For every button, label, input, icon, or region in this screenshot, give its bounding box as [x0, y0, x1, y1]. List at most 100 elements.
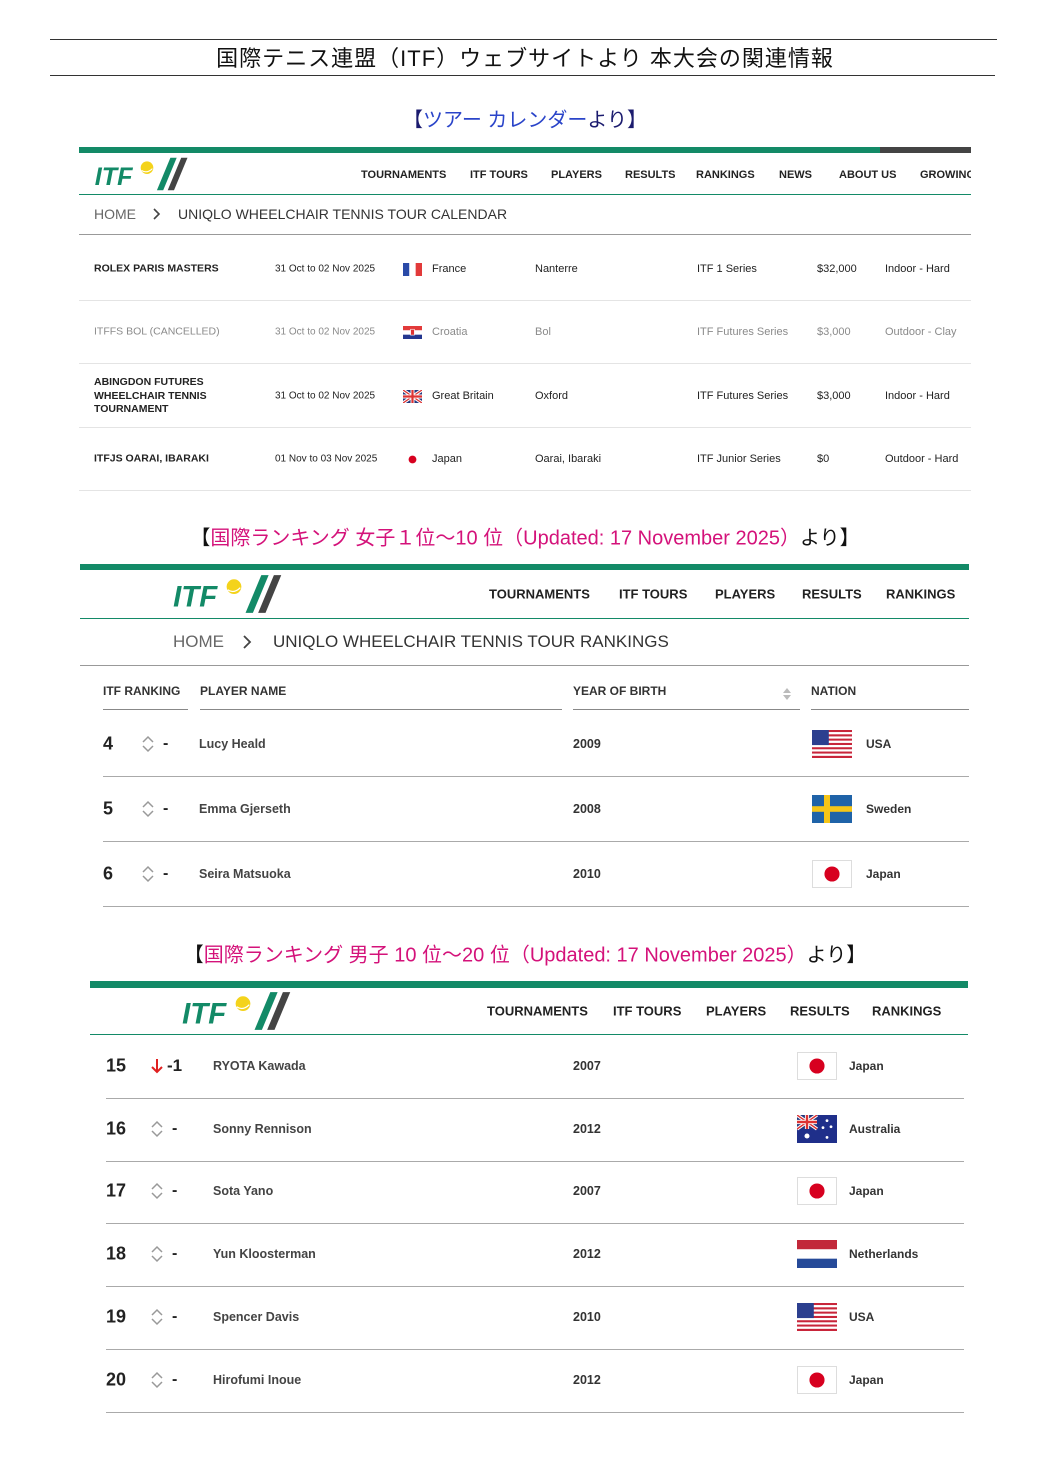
- nav-link[interactable]: TOURNAMENTS: [487, 1003, 588, 1019]
- player-name[interactable]: Sota Yano: [213, 1184, 274, 1198]
- flag-icon: [797, 1115, 837, 1143]
- breadcrumb-current: UNIQLO WHEELCHAIR TENNIS TOUR RANKINGS: [273, 632, 669, 651]
- header-bar: [90, 981, 968, 988]
- movement: -: [163, 800, 169, 817]
- nav-link[interactable]: GROWING: [920, 169, 971, 181]
- nav-link[interactable]: ITF TOURS: [613, 1003, 682, 1019]
- event-country: Croatia: [432, 326, 468, 338]
- heading-suffix: より】: [806, 944, 867, 967]
- column-header[interactable]: YEAR OF BIRTH: [573, 684, 667, 698]
- heading-suffix: より】: [800, 527, 860, 550]
- birth-year: 2007: [573, 1184, 601, 1198]
- nav-link[interactable]: TOURNAMENTS: [489, 586, 590, 602]
- nav-link[interactable]: ABOUT US: [839, 169, 897, 181]
- movement: -: [172, 1371, 178, 1388]
- event-city: Oxford: [535, 390, 569, 402]
- event-dates: 31 Oct to 02 Nov 2025: [275, 326, 376, 338]
- nation: Japan: [849, 1184, 884, 1198]
- event-city: Nanterre: [535, 263, 578, 275]
- breadcrumb-home[interactable]: HOME: [94, 206, 136, 222]
- event-prize: $0: [817, 453, 830, 465]
- nav-link[interactable]: RANKINGS: [886, 586, 956, 602]
- itf-logo: ITF: [95, 157, 188, 191]
- row-rule: [79, 427, 971, 428]
- rank: 4: [103, 733, 114, 754]
- column-header: PLAYER NAME: [200, 684, 287, 698]
- player-name[interactable]: Sonny Rennison: [213, 1122, 312, 1136]
- breadcrumb-home[interactable]: HOME: [173, 632, 224, 651]
- event-name[interactable]: ROLEX PARIS MASTERS: [94, 262, 219, 275]
- birth-year: 2007: [573, 1059, 601, 1073]
- player-name[interactable]: RYOTA Kawada: [213, 1059, 306, 1073]
- flag-icon: [797, 1177, 837, 1205]
- event-name[interactable]: ABINGDON FUTURES WHEELCHAIR TENNIS TOURN…: [94, 375, 207, 415]
- flag-icon: [812, 860, 852, 888]
- event-dates: 31 Oct to 02 Nov 2025: [275, 263, 376, 275]
- flag-icon: [797, 1366, 837, 1394]
- movement: -: [163, 865, 169, 882]
- movement-icon: [142, 800, 154, 818]
- column-underline: [200, 709, 562, 710]
- nav-link[interactable]: PLAYERS: [715, 586, 776, 602]
- breadcrumb-chevron: [153, 208, 161, 220]
- player-name[interactable]: Lucy Heald: [199, 737, 266, 751]
- event-series: ITF Futures Series: [697, 390, 789, 402]
- nav-link[interactable]: PLAYERS: [706, 1003, 767, 1019]
- event-name[interactable]: ITFJS OARAI, IBARAKI: [94, 452, 209, 465]
- player-name[interactable]: Spencer Davis: [213, 1310, 300, 1324]
- player-name[interactable]: Yun Kloosterman: [213, 1247, 316, 1261]
- player-name[interactable]: Seira Matsuoka: [199, 867, 291, 881]
- column-underline: [573, 709, 800, 710]
- movement-icon: [142, 735, 154, 753]
- event-name[interactable]: ITFFS BOL (CANCELLED): [94, 325, 220, 338]
- nation: Netherlands: [849, 1247, 919, 1261]
- player-name[interactable]: Emma Gjerseth: [199, 802, 291, 816]
- event-surface: Indoor - Hard: [885, 263, 950, 275]
- event-prize: $3,000: [817, 326, 851, 338]
- section-heading: 【国際ランキング 女子１位～10 位（Updated: 17 November …: [0, 522, 1050, 551]
- heading-bracket: 【: [190, 527, 211, 550]
- event-surface: Outdoor - Clay: [885, 326, 957, 338]
- event-city: Bol: [535, 326, 551, 338]
- nav-link[interactable]: TOURNAMENTS: [361, 169, 447, 181]
- row-rule: [106, 1412, 964, 1413]
- sort-icon: [783, 688, 791, 700]
- nav-link[interactable]: NEWS: [779, 169, 812, 181]
- event-series: ITF 1 Series: [697, 263, 757, 275]
- rank: 20: [106, 1369, 127, 1390]
- nation: Australia: [849, 1122, 901, 1136]
- nav-link[interactable]: RANKINGS: [696, 169, 755, 181]
- event-dates: 31 Oct to 02 Nov 2025: [275, 390, 376, 402]
- rank: 18: [106, 1243, 127, 1264]
- rank: 16: [106, 1118, 127, 1139]
- nav-link[interactable]: RESULTS: [802, 586, 862, 602]
- nav-link[interactable]: ITF TOURS: [619, 586, 688, 602]
- logo-text: ITF: [182, 998, 227, 1031]
- column-header: NATION: [811, 684, 857, 698]
- nav-link[interactable]: PLAYERS: [551, 169, 602, 181]
- event-surface: Indoor - Hard: [885, 390, 950, 402]
- flag-icon: [403, 389, 422, 403]
- event-surface: Outdoor - Hard: [885, 453, 959, 465]
- movement-icon: [151, 1371, 163, 1389]
- movement: -: [172, 1120, 178, 1137]
- itf-logo: ITF: [182, 992, 291, 1031]
- event-dates: 01 Nov to 03 Nov 2025: [275, 453, 378, 465]
- player-name[interactable]: Hirofumi Inoue: [213, 1373, 302, 1387]
- nav-link[interactable]: RESULTS: [625, 169, 676, 181]
- birth-year: 2012: [573, 1247, 601, 1261]
- heading-bracket: 【: [403, 109, 424, 132]
- birth-year: 2012: [573, 1122, 601, 1136]
- nav-link[interactable]: ITF TOURS: [470, 169, 528, 181]
- event-prize: $32,000: [817, 263, 857, 275]
- row-rule: [79, 300, 971, 301]
- nav-link[interactable]: RANKINGS: [872, 1003, 942, 1019]
- nation: USA: [849, 1310, 875, 1324]
- event-series: ITF Junior Series: [697, 453, 781, 465]
- nav-rule: [79, 194, 971, 195]
- nav-link[interactable]: RESULTS: [790, 1003, 850, 1019]
- flag-icon: [403, 452, 422, 466]
- nation: Japan: [849, 1373, 884, 1387]
- event-series: ITF Futures Series: [697, 326, 789, 338]
- heading-text: ツアー カレンダー: [423, 109, 588, 132]
